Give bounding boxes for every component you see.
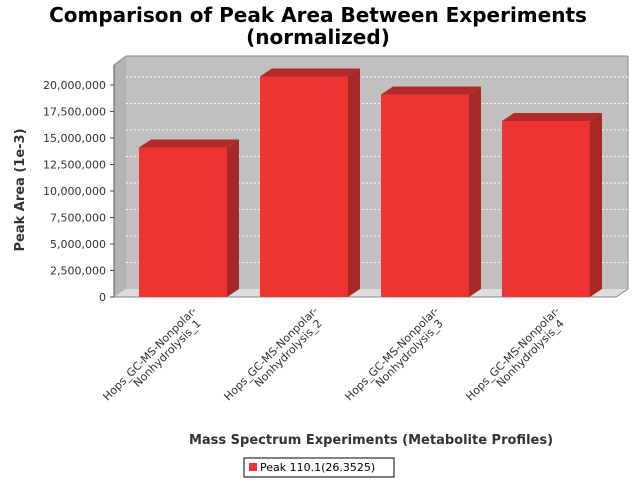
category-label-4: Hops_GC-MS-Nonpolar-Nonhydrolysis_4 xyxy=(463,304,566,403)
category-label-4-line-1: Hops_GC-MS-Nonpolar- xyxy=(463,304,562,403)
x-axis-category-labels: Hops_GC-MS-Nonpolar-Nonhydrolysis_1 Hops_… xyxy=(100,304,566,403)
bar-1-top xyxy=(139,139,239,148)
bar-4-top xyxy=(502,113,602,122)
legend-swatch xyxy=(249,463,257,471)
category-label-2-line-1: Hops_GC-MS-Nonpolar- xyxy=(221,304,320,403)
bar-4-side xyxy=(590,113,602,297)
bar-4 xyxy=(502,113,602,297)
bar-1-side xyxy=(227,139,239,297)
bar-2-side xyxy=(348,68,360,298)
legend-box xyxy=(243,457,395,478)
plot-floor xyxy=(114,289,628,297)
category-label-1-line-1: Hops_GC-MS-Nonpolar- xyxy=(100,304,199,403)
bar-3-top xyxy=(381,86,481,95)
plot-floor-right-edge xyxy=(615,288,629,298)
y-tick-label-2: 5,000,000 xyxy=(50,238,106,251)
bar-1 xyxy=(139,139,239,297)
bar-3-side xyxy=(469,86,481,297)
y-tick-label-3: 7,500,000 xyxy=(50,212,106,225)
y-tick-label-1: 2,500,000 xyxy=(50,265,106,278)
y-tick-label-5: 12,500,000 xyxy=(43,159,106,172)
bar-3 xyxy=(381,86,481,297)
bar-2-front xyxy=(260,76,348,298)
y-tick-label-0: 0 xyxy=(99,291,106,304)
bar-2-top xyxy=(260,68,360,77)
category-label-3-line-1: Hops_GC-MS-Nonpolar- xyxy=(342,304,441,403)
bar-4-front xyxy=(502,121,590,297)
y-tick-label-8: 20,000,000 xyxy=(43,79,106,92)
y-tick-label-4: 10,000,000 xyxy=(43,185,106,198)
y-tick-label-7: 17,500,000 xyxy=(43,106,106,119)
bar-3-front xyxy=(381,94,469,297)
y-axis-label: Peak Area (1e-3) xyxy=(13,128,28,251)
plot-side-wall xyxy=(114,56,126,297)
bars xyxy=(139,68,602,298)
bar-1-front xyxy=(139,147,227,297)
legend: Peak 110.1(26.3525) xyxy=(243,457,395,478)
category-label-1: Hops_GC-MS-Nonpolar-Nonhydrolysis_1 xyxy=(100,304,203,403)
category-label-2: Hops_GC-MS-Nonpolar-Nonhydrolysis_2 xyxy=(221,304,324,403)
bar-2 xyxy=(260,68,360,298)
y-tick-label-6: 15,000,000 xyxy=(43,132,106,145)
chart-title-line2: (normalized) xyxy=(246,25,390,49)
chart-title-line1: Comparison of Peak Area Between Experime… xyxy=(49,3,587,27)
legend-entry-label: Peak 110.1(26.3525) xyxy=(260,461,375,474)
x-axis-label: Mass Spectrum Experiments (Metabolite Pr… xyxy=(189,433,553,448)
plot-side-top-edge xyxy=(113,55,127,66)
category-label-3: Hops_GC-MS-Nonpolar-Nonhydrolysis_3 xyxy=(342,304,445,403)
y-axis-ticks: 0 2,500,000 5,000,000 7,500,000 10,000,000 12… xyxy=(43,79,114,304)
